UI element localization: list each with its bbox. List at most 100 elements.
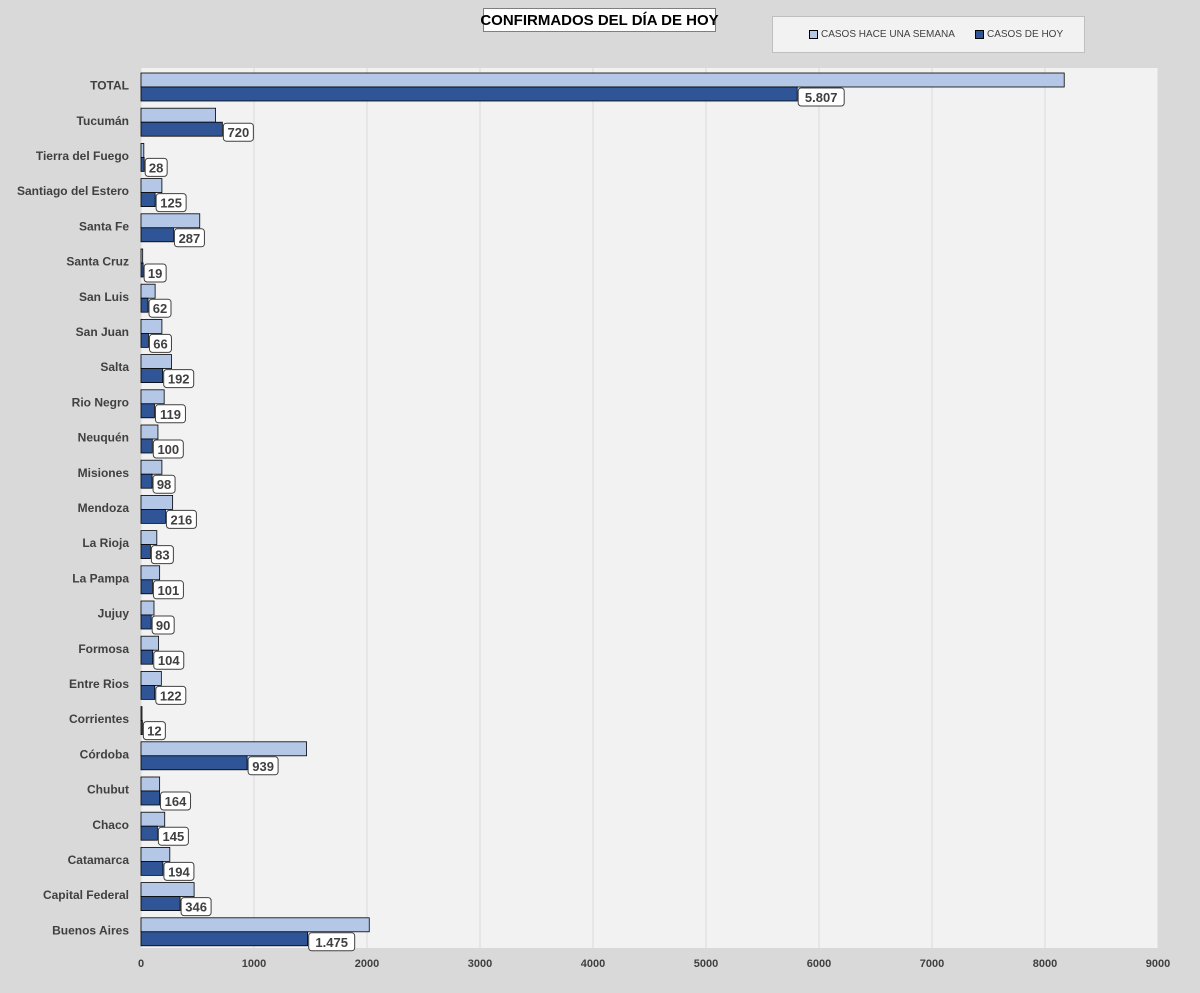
category-label: Mendoza [78, 501, 130, 515]
bar-today [140, 861, 164, 876]
data-label-box [142, 721, 166, 741]
data-label-box [157, 826, 189, 846]
data-label-box [165, 509, 197, 529]
bar-today [140, 121, 223, 137]
chart-title: CONFIRMADOS DEL DÍA DE HOY [480, 8, 719, 32]
category-label: La Rioja [82, 536, 129, 550]
category-label: Santa Fe [79, 219, 129, 233]
bar-today [140, 790, 160, 806]
bar-week [140, 882, 195, 897]
data-label: 19 [148, 266, 162, 281]
bar-week [140, 706, 143, 721]
bar-today [140, 438, 153, 454]
bar-week [140, 459, 163, 475]
data-label-box [247, 756, 279, 776]
data-label-box [180, 897, 212, 917]
bar-today [140, 332, 149, 348]
category-label: Santa Cruz [66, 255, 129, 269]
data-label-box [143, 263, 167, 283]
bar-week [140, 847, 171, 862]
bar-today [140, 896, 181, 911]
category-label: Tierra del Fuego [36, 149, 129, 163]
legend-swatch-today [975, 30, 984, 39]
data-label: 12 [147, 724, 161, 739]
x-tick-label: 6000 [807, 958, 831, 970]
data-label: 83 [155, 548, 169, 563]
data-label: 194 [168, 864, 190, 879]
x-tick-label: 4000 [581, 958, 605, 970]
data-label: 1.475 [315, 935, 348, 950]
data-label-box [152, 580, 184, 600]
legend-item-today: CASOS DE HOY [975, 29, 1063, 40]
bar-today [140, 931, 309, 947]
bar-today [140, 473, 153, 489]
legend-label-week: CASOS HACE UNA SEMANA [821, 29, 955, 40]
data-label: 164 [165, 794, 187, 809]
x-tick-label: 1000 [242, 958, 266, 970]
bar-today [140, 825, 158, 841]
bar-today [140, 579, 153, 595]
data-label-box [148, 298, 172, 318]
data-label: 125 [160, 196, 182, 211]
data-label: 720 [228, 125, 250, 140]
x-tick-label: 9000 [1146, 958, 1170, 970]
data-label: 66 [153, 336, 167, 351]
bar-today [140, 156, 145, 172]
data-label-box [150, 545, 174, 565]
category-label: Corrientes [69, 712, 129, 726]
bar-today [140, 614, 152, 630]
data-label: 104 [158, 653, 180, 668]
category-label: Rio Negro [72, 395, 129, 409]
x-tick-label: 0 [138, 958, 144, 970]
data-label-box [308, 932, 356, 952]
category-label: Misiones [78, 466, 130, 480]
bar-week [140, 248, 144, 264]
data-label-box [222, 122, 254, 142]
category-label: Catamarca [68, 853, 130, 867]
bar-week [140, 917, 370, 933]
data-label-box [151, 615, 175, 635]
category-label: Tucumán [77, 114, 129, 128]
category-label: Buenos Aires [52, 923, 129, 937]
data-label: 216 [171, 512, 193, 527]
bar-week [140, 530, 158, 545]
bar-week [140, 72, 1065, 88]
x-tick-label: 8000 [1033, 958, 1057, 970]
data-label-box [163, 861, 195, 881]
bar-today [140, 544, 151, 559]
bar-week [140, 565, 161, 581]
bar-today [140, 755, 248, 771]
category-label: Jujuy [98, 607, 130, 621]
bar-week [140, 811, 166, 827]
bar-week [140, 318, 163, 334]
bar-week [140, 142, 145, 158]
data-label: 145 [163, 829, 185, 844]
category-label: La Pampa [72, 571, 129, 585]
data-label-box [148, 333, 172, 353]
bar-today [140, 262, 144, 278]
x-tick-label: 7000 [920, 958, 944, 970]
category-label: Entre Rios [69, 677, 129, 691]
bar-today [140, 192, 156, 208]
bar-week [140, 354, 172, 370]
data-label-box [797, 87, 845, 107]
data-label: 5.807 [805, 90, 838, 105]
data-label-box [155, 193, 187, 213]
data-label: 62 [153, 301, 167, 316]
data-label: 90 [156, 618, 170, 633]
bar-week [140, 741, 307, 757]
data-label: 346 [185, 900, 207, 915]
category-label: Salta [100, 360, 129, 374]
category-label: Chubut [87, 783, 129, 797]
bar-week [140, 671, 162, 686]
bar-today [140, 368, 164, 384]
bar-today [140, 649, 154, 665]
bar-week [140, 389, 165, 405]
data-label-box [163, 369, 195, 389]
bar-week [140, 424, 159, 440]
bar-today [140, 508, 166, 524]
bar-today [140, 297, 149, 313]
data-label-box [152, 474, 176, 494]
data-label: 939 [252, 759, 274, 774]
data-label-box [144, 157, 168, 177]
